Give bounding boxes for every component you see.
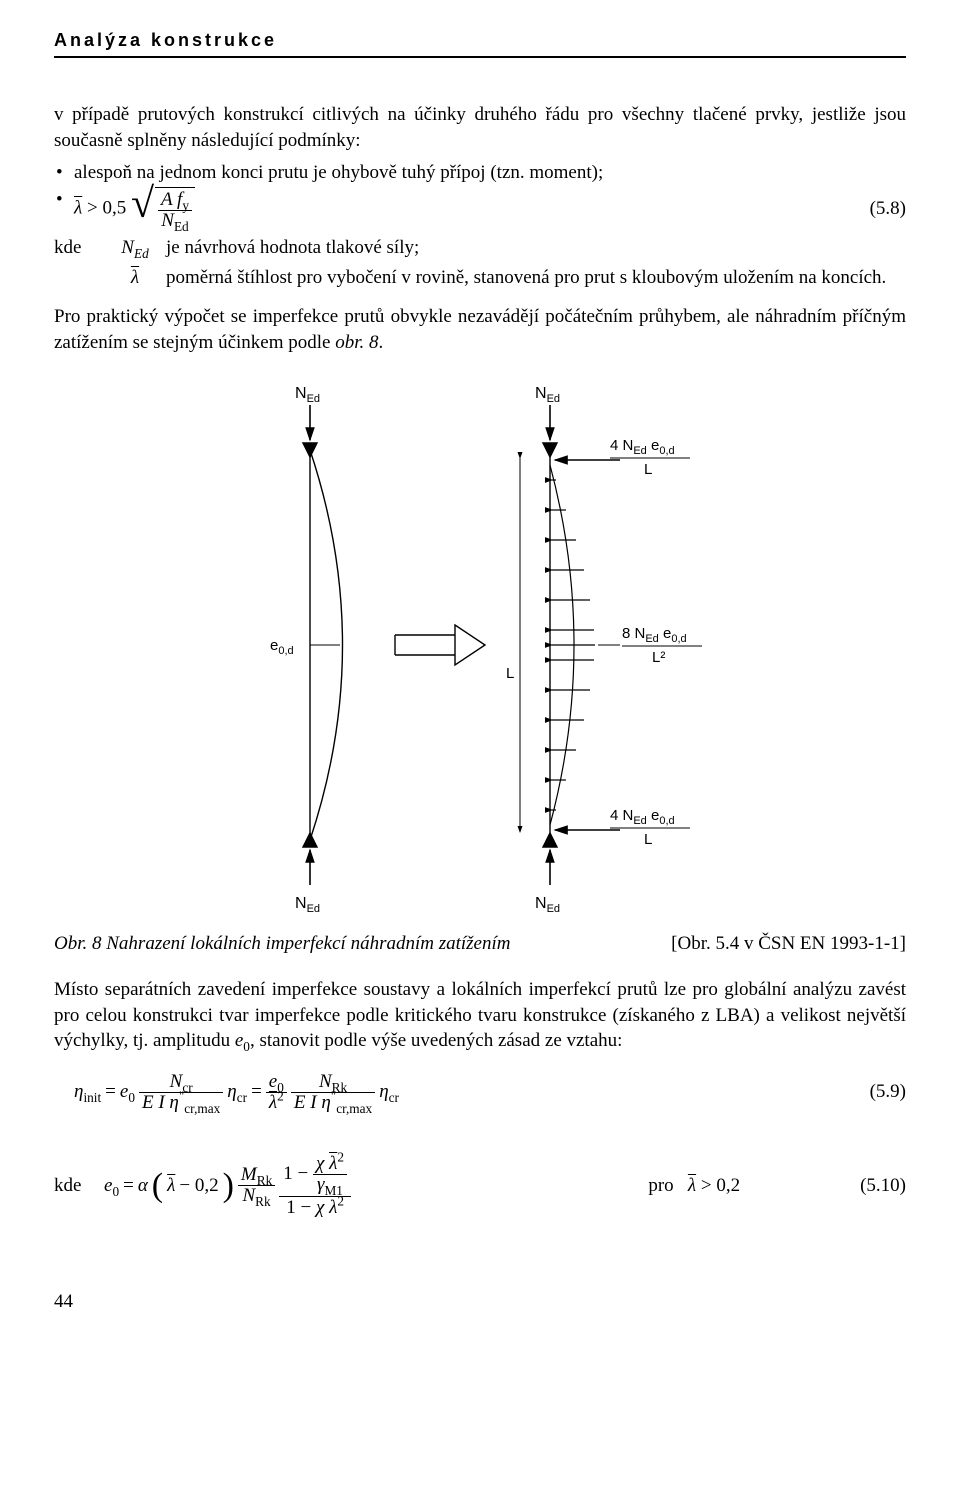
- figure-8: NEd NEd e0,d NEd NEd L 4 NEd e0,d L 4 NE…: [54, 380, 906, 928]
- bullet-2: λ > 0,5 √ A fy NEd (5.8): [54, 187, 906, 231]
- where-block: kde NEd je návrhová hodnota tlakové síly…: [54, 235, 906, 290]
- where-sym-1: NEd: [110, 235, 160, 261]
- eq-5-9: ηinit = e0 Ncr E I η"cr,max ηcr = e0 λ2 …: [54, 1072, 906, 1113]
- figure-caption: Obr. 8 Nahrazení lokálních imperfekcí ná…: [54, 931, 671, 957]
- svg-text:4 NEd e0,d: 4 NEd e0,d: [610, 807, 675, 827]
- svg-text:8 NEd e0,d: 8 NEd e0,d: [622, 625, 687, 645]
- section-title: Analýza konstrukce: [54, 28, 906, 58]
- svg-text:e0,d: e0,d: [270, 637, 294, 657]
- sqrt-symbol: √: [131, 187, 155, 231]
- svg-text:L: L: [644, 831, 652, 848]
- eq-number-5-9: (5.9): [870, 1079, 906, 1105]
- eq-5-10-condition: pro λ > 0,2: [648, 1173, 860, 1199]
- figure-svg: NEd NEd e0,d NEd NEd L 4 NEd e0,d L 4 NE…: [200, 380, 760, 920]
- svg-text:NEd: NEd: [535, 385, 560, 405]
- paragraph-2: Pro praktický výpočet se imperfekce prut…: [54, 304, 906, 355]
- eq-5-10: kde e0 = α ( λ − 0,2 ) MRk NRk 1 − χ λ2 …: [54, 1153, 906, 1219]
- where-label-2: kde: [54, 1173, 104, 1199]
- where-desc-2: poměrná štíhlost pro vybočení v rovině, …: [166, 265, 906, 291]
- svg-text:NEd: NEd: [295, 895, 320, 915]
- svg-text:L: L: [644, 461, 652, 478]
- bullet-list: alespoň na jednom konci prutu je ohybově…: [54, 160, 906, 232]
- figure-caption-row: Obr. 8 Nahrazení lokálních imperfekcí ná…: [54, 931, 906, 957]
- figure-ref: [Obr. 5.4 v ČSN EN 1993-1-1]: [671, 931, 906, 957]
- paragraph-3: Místo separátních zavedení imperfekce so…: [54, 977, 906, 1054]
- eq-number-5-8: (5.8): [870, 196, 906, 222]
- page-number: 44: [54, 1289, 906, 1315]
- eq-5-8: λ > 0,5 √ A fy NEd: [74, 187, 195, 231]
- bullet-1: alespoň na jednom konci prutu je ohybově…: [54, 160, 906, 186]
- eq-number-5-10: (5.10): [860, 1173, 906, 1199]
- svg-text:NEd: NEd: [535, 895, 560, 915]
- where-sym-2: λ: [110, 265, 160, 291]
- svg-text:4 NEd e0,d: 4 NEd e0,d: [610, 437, 675, 457]
- svg-text:L: L: [506, 665, 514, 682]
- where-desc-1: je návrhová hodnota tlakové síly;: [166, 235, 906, 261]
- where-label: kde: [54, 235, 104, 261]
- svg-text:NEd: NEd: [295, 385, 320, 405]
- lambda-bar: λ: [74, 198, 82, 219]
- paragraph-1: v případě prutových konstrukcí citlivých…: [54, 102, 906, 153]
- svg-text:L²: L²: [652, 649, 665, 666]
